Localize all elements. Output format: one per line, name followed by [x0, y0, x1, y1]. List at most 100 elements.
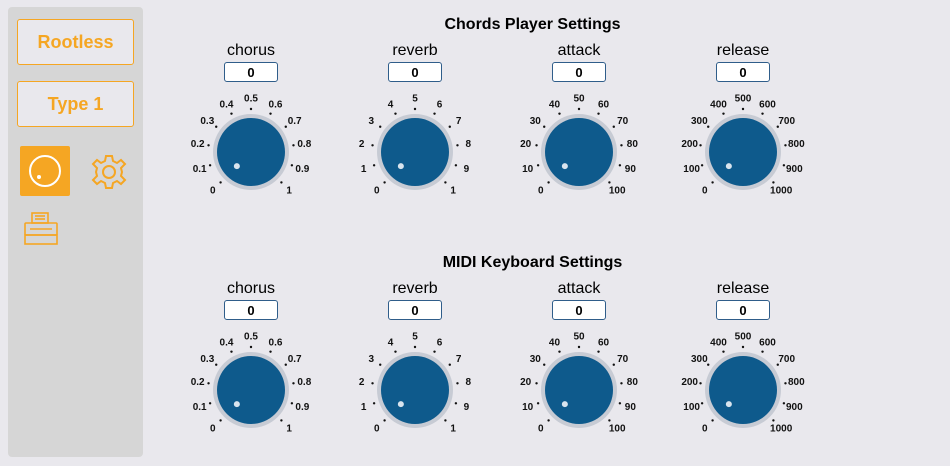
tick-dot [772, 419, 775, 422]
tick-label: 10 [522, 402, 534, 413]
knob-label: reverb [392, 280, 438, 297]
tick-label: 70 [617, 116, 629, 127]
tick-dot [249, 107, 253, 111]
tick-label: 3 [369, 116, 375, 127]
tick-label: 0 [538, 424, 544, 435]
knob-dial[interactable]: 00.1 0.2 0.3 0.4 0.5 0.6 0.7 0.8 0.91 [186, 328, 316, 458]
knob-value-field[interactable]: 0 [552, 300, 606, 320]
knob-value-field[interactable]: 0 [224, 300, 278, 320]
tick-label: 20 [520, 139, 532, 150]
tick-label: 0.6 [269, 99, 283, 110]
tick-label: 6 [437, 337, 443, 348]
knob-value-field[interactable]: 0 [224, 62, 278, 82]
tick-label: 90 [625, 402, 637, 413]
tick-dot [284, 363, 287, 366]
tick-dot [612, 125, 615, 128]
tick-dot [608, 419, 611, 422]
knob-value-field[interactable]: 0 [388, 300, 442, 320]
knob-label: release [716, 42, 770, 59]
tick-dot [290, 402, 294, 405]
tick-dot [444, 181, 447, 184]
knob-body[interactable] [381, 118, 449, 186]
tick-label: 7 [456, 116, 462, 127]
knob-label: attack [557, 42, 601, 59]
tick-label: 6 [437, 99, 443, 110]
tick-label: 40 [549, 99, 561, 110]
tick-label: 700 [778, 116, 795, 127]
tick-dot [456, 144, 459, 147]
tick-label: 7 [456, 354, 462, 365]
knob-value-field[interactable]: 0 [716, 300, 770, 320]
tick-label: 200 [681, 139, 698, 150]
knob-value-field[interactable]: 0 [716, 62, 770, 82]
tick-dot [448, 363, 451, 366]
tick-label: 600 [759, 99, 776, 110]
gear-icon [91, 155, 127, 189]
tick-dot [597, 350, 600, 353]
tick-dot [383, 419, 386, 422]
tick-label: 1 [361, 164, 367, 175]
tick-dot [280, 419, 283, 422]
knob-body[interactable] [545, 118, 613, 186]
tick-label: 0 [702, 424, 708, 435]
tick-label: 0 [374, 186, 380, 197]
tick-label: 30 [530, 116, 542, 127]
tick-label: 2 [359, 139, 365, 150]
tick-dot [215, 125, 218, 128]
tick-dot [292, 144, 295, 147]
knob-body[interactable] [545, 356, 613, 424]
tick-label: 0.3 [200, 116, 214, 127]
knob-body[interactable] [217, 118, 285, 186]
tick-label: 0.5 [244, 94, 258, 105]
tick-dot [290, 164, 294, 167]
tick-dot [620, 382, 623, 385]
tick-dot [776, 363, 779, 366]
tick-dot [535, 382, 538, 385]
tick-label: 0.1 [193, 164, 207, 175]
tick-dot [543, 363, 546, 366]
tick-label: 0.7 [288, 116, 302, 127]
knob-body[interactable] [217, 356, 285, 424]
tick-dot [371, 144, 374, 147]
tick-label: 80 [627, 139, 639, 150]
rootless-button[interactable]: Rootless [17, 19, 134, 65]
tick-dot [230, 350, 233, 353]
knob-indicator [725, 163, 732, 170]
tick-dot [269, 112, 272, 115]
knob-dial[interactable]: 00.1 0.2 0.3 0.4 0.5 0.6 0.7 0.8 0.91 [186, 90, 316, 220]
tick-dot [394, 112, 397, 115]
tick-dot [454, 402, 458, 405]
knob-dial[interactable]: 0 10 20 30 40 50 60 70 80 90 100 [514, 90, 644, 220]
settings-tab-button[interactable] [88, 151, 130, 193]
knob-icon [29, 155, 61, 187]
tick-label: 1000 [770, 186, 793, 197]
tick-label: 400 [710, 99, 727, 110]
tick-dot [741, 345, 745, 349]
knob-body[interactable] [381, 356, 449, 424]
tick-label: 0.8 [297, 377, 311, 388]
tick-dot [711, 419, 714, 422]
print-tab-button[interactable] [20, 209, 62, 249]
tick-dot [535, 144, 538, 147]
knob-value-field[interactable]: 0 [388, 62, 442, 82]
knob-body[interactable] [709, 118, 777, 186]
tick-label: 50 [573, 332, 585, 343]
tick-label: 900 [786, 164, 803, 175]
type-button[interactable]: Type 1 [17, 81, 134, 127]
tick-dot [722, 112, 725, 115]
tick-dot [456, 382, 459, 385]
tick-dot [577, 107, 581, 111]
knob-tab-button[interactable] [20, 146, 70, 196]
tick-label: 0.8 [297, 139, 311, 150]
knob-value-field[interactable]: 0 [552, 62, 606, 82]
tick-label: 300 [691, 116, 708, 127]
tick-label: 4 [388, 337, 394, 348]
knob-dial[interactable]: 0 10 20 30 40 50 60 70 80 90 100 [514, 328, 644, 458]
tick-dot [782, 402, 786, 405]
knob-body[interactable] [709, 356, 777, 424]
tick-dot [597, 112, 600, 115]
